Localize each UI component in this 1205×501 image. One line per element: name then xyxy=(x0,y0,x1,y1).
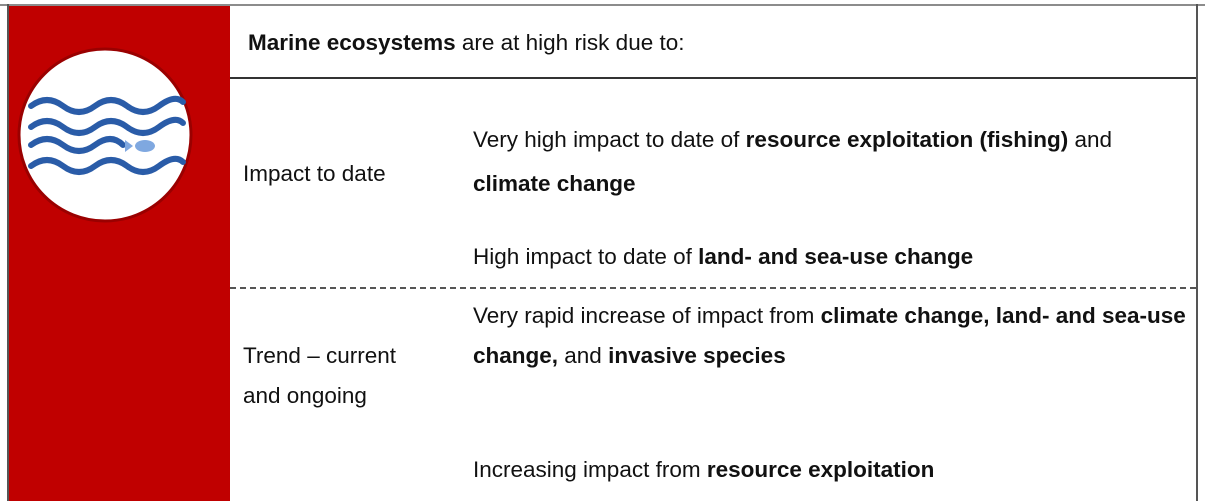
paragraph: High impact to date of land- and sea-use… xyxy=(473,235,1195,279)
text-run: Very high impact to date of xyxy=(473,127,746,152)
bold-run: resource exploitation xyxy=(706,457,935,482)
row-label: Trend – current and ongoing xyxy=(243,343,396,408)
bold-run: invasive species xyxy=(608,343,786,368)
left-border xyxy=(7,4,9,501)
paragraph: Very rapid increase of impact from clima… xyxy=(473,296,1195,376)
header-rule xyxy=(230,77,1196,79)
row-label: Impact to date xyxy=(243,161,386,186)
right-border xyxy=(1196,4,1198,501)
paragraph: Very high impact to date of resource exp… xyxy=(473,118,1195,206)
text-run: and xyxy=(558,343,609,368)
paragraph: Increasing impact from resource exploita… xyxy=(473,450,1195,490)
marine-icon xyxy=(17,47,193,223)
header: Marine ecosystems are at high risk due t… xyxy=(248,30,685,56)
text-run: High impact to date of xyxy=(473,244,699,269)
row-rule-dashed xyxy=(230,287,1196,289)
bold-run: land- and sea-use change xyxy=(698,244,974,269)
text-run: Increasing impact from xyxy=(473,457,707,482)
bold-run: resource exploitation (fishing) xyxy=(745,127,1069,152)
text-run: are at high risk due to: xyxy=(455,30,685,55)
text-run: and xyxy=(1068,127,1113,152)
top-border xyxy=(0,4,1205,6)
text-run: Very rapid increase of impact from xyxy=(473,303,821,328)
bold-run: Marine ecosystems xyxy=(248,30,456,55)
bold-run: climate change xyxy=(473,171,636,196)
bold-run: climate change, land- and sea-use change… xyxy=(473,303,1186,368)
